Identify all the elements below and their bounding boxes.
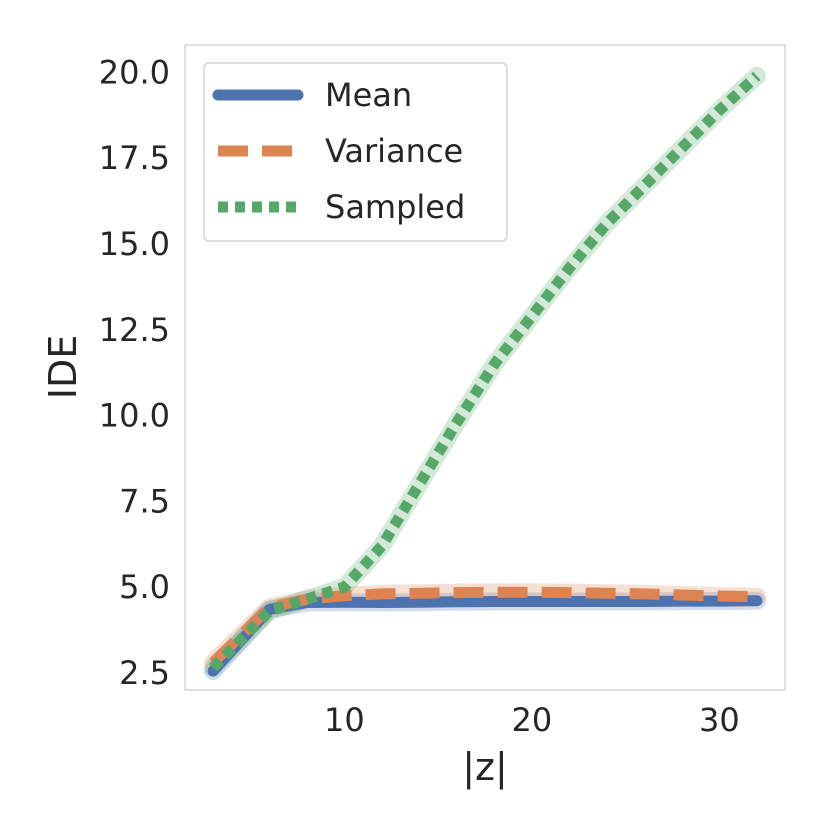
series-lines [207,71,763,677]
y-tick-label: 5.0 [119,568,170,606]
x-axis-title: |z| [462,745,508,790]
y-tick-label: 12.5 [99,311,170,349]
legend-box [203,62,508,242]
y-tick-label: 20.0 [99,53,170,91]
legend: Mean Variance Sampled [203,62,508,242]
legend-label-sampled: Sampled [325,188,465,226]
y-tick-label: 2.5 [119,654,170,692]
x-tick-label: 10 [324,701,365,739]
y-tick-label: 17.5 [99,139,170,177]
series-line-mean [207,595,763,677]
x-tick-label: 20 [512,701,553,739]
legend-label-variance: Variance [325,132,463,170]
y-tick-label: 15.0 [99,225,170,263]
legend-label-mean: Mean [325,76,412,114]
series-line-sampled [209,71,761,672]
x-axis-ticks: 10 20 30 [324,701,740,739]
y-tick-label: 10.0 [99,397,170,435]
y-axis-ticks: 2.5 5.0 7.5 10.0 12.5 15.0 17.5 20.0 [99,53,170,691]
x-tick-label: 30 [699,701,740,739]
y-axis-title: IDE [41,335,85,399]
y-tick-label: 7.5 [119,482,170,520]
